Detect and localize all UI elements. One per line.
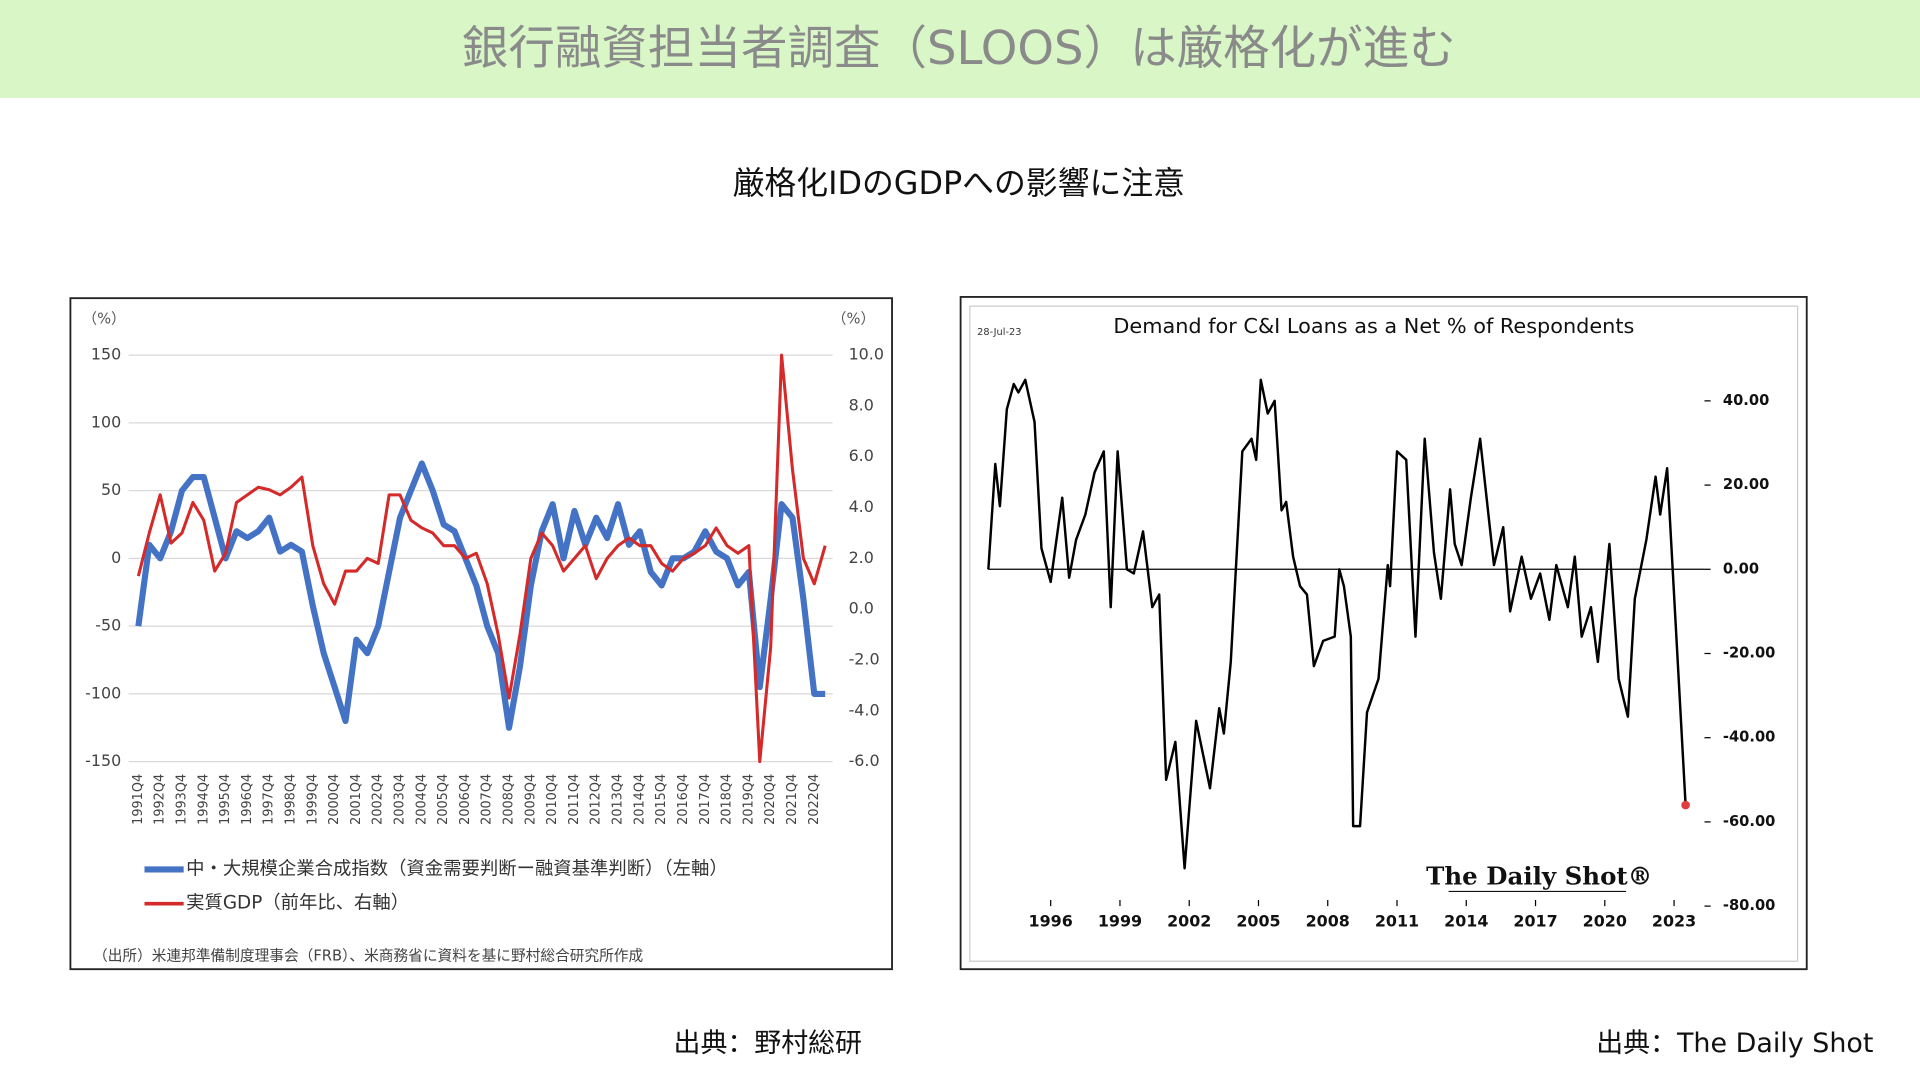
x-tick-label: 1995Q4: [218, 774, 233, 825]
y-tick-label: 50: [101, 480, 121, 499]
x-tick-label: 2011: [1375, 912, 1419, 931]
series-line: [987, 378, 1687, 870]
x-tick-label: 2011Q4: [567, 774, 582, 825]
x-tick-label: 2008: [1306, 912, 1350, 931]
source-left: 出典：野村総研: [674, 1028, 862, 1059]
x-tick-label: 2014Q4: [632, 774, 647, 825]
x-tick-label: 2019Q4: [741, 774, 756, 825]
x-tick-label: 2002Q4: [371, 774, 386, 825]
x-tick-label: 2010Q4: [545, 774, 560, 825]
y-tick-label: 0.00: [1723, 560, 1759, 577]
y-tick-label: -40.00: [1723, 729, 1776, 746]
x-tick-label: 1994Q4: [196, 774, 211, 825]
y2-axis-unit: （%）: [832, 311, 875, 328]
y2-tick-label: 10.0: [849, 345, 884, 364]
y2-tick-label: -6.0: [849, 751, 880, 770]
y-tick-label: 0: [111, 548, 121, 567]
x-tick-label: 1998Q4: [283, 774, 298, 825]
x-tick-label: 1999Q4: [305, 774, 320, 825]
x-tick-label: 2005Q4: [436, 774, 451, 825]
x-tick-label: 2004Q4: [414, 774, 429, 825]
y2-tick-label: 2.0: [849, 548, 874, 567]
x-tick-label: 2013Q4: [611, 774, 626, 825]
y-tick-label: 20.00: [1723, 476, 1769, 493]
x-tick-label: 2021Q4: [785, 774, 800, 825]
y-tick-label: -150: [85, 751, 121, 770]
x-tick-label: 2015Q4: [654, 774, 669, 825]
y-tick-label: 150: [91, 345, 121, 364]
x-tick-label: 1993Q4: [174, 774, 189, 825]
y2-tick-label: -2.0: [849, 650, 880, 669]
x-tick-label: 2017Q4: [698, 774, 713, 825]
x-tick-label: 2007Q4: [480, 774, 495, 825]
end-marker: [1681, 800, 1690, 810]
x-tick-label: 1996Q4: [240, 774, 255, 825]
x-tick-label: 2005: [1236, 912, 1280, 931]
x-tick-label: 2001Q4: [349, 774, 364, 825]
x-tick-label: 1992Q4: [153, 774, 168, 825]
x-tick-label: 2018Q4: [720, 774, 735, 825]
x-tick-label: 2002: [1167, 912, 1211, 931]
x-tick-label: 1991Q4: [131, 774, 146, 825]
x-tick-label: 2000Q4: [327, 774, 342, 825]
y-tick-label: -50: [95, 616, 121, 635]
chart-title: Demand for C&I Loans as a Net % of Respo…: [1113, 314, 1634, 338]
y-tick-label: 40.00: [1723, 392, 1769, 409]
legend-label: 実質GDP（前年比、右軸）: [186, 893, 409, 914]
right-frame: [959, 296, 1808, 971]
y-tick-label: -80.00: [1723, 897, 1776, 914]
source-note: （出所）米連邦準備制度理事会（FRB）、米商務省に資料を基に野村総合研究所作成: [93, 947, 643, 964]
series-line: [135, 460, 826, 731]
y2-tick-label: 0.0: [849, 599, 874, 618]
legend-label: 中・大規模企業合成指数（資金需要判断ー融資基準判断）（左軸）: [186, 858, 728, 879]
x-tick-label: 2023: [1652, 912, 1696, 931]
y2-tick-label: 4.0: [849, 497, 874, 516]
x-tick-label: 2017: [1513, 912, 1557, 931]
y2-tick-label: 8.0: [849, 395, 874, 414]
y2-tick-label: -4.0: [849, 700, 880, 719]
x-tick-label: 2012Q4: [589, 774, 604, 825]
x-tick-label: 2016Q4: [676, 774, 691, 825]
x-tick-label: 1996: [1029, 912, 1073, 931]
x-tick-label: 2003Q4: [393, 774, 408, 825]
y-axis-unit: （%）: [82, 311, 125, 328]
x-tick-label: 2006Q4: [458, 774, 473, 825]
x-tick-label: 2022Q4: [807, 774, 822, 825]
header-title: 銀行融資担当者調査（SLOOS）は厳格化が進む: [462, 21, 1456, 75]
logo: The Daily Shot®: [1426, 861, 1652, 890]
x-tick-label: 2009Q4: [523, 774, 538, 825]
y-tick-label: -100: [85, 683, 121, 702]
x-tick-label: 2014: [1444, 912, 1488, 931]
y-tick-label: -20.00: [1723, 645, 1776, 662]
series-line: [136, 353, 827, 764]
x-tick-label: 2008Q4: [502, 774, 517, 825]
y2-tick-label: 6.0: [849, 446, 874, 465]
y-tick-label: -60.00: [1723, 813, 1776, 830]
x-tick-label: 1997Q4: [262, 774, 277, 825]
source-right: 出典：The Daily Shot: [1596, 1028, 1873, 1059]
y-tick-label: 100: [91, 412, 121, 431]
x-tick-label: 2020: [1583, 912, 1627, 931]
right-inner-frame: [969, 305, 1799, 962]
header-band: [0, 0, 1920, 98]
x-tick-label: 2020Q4: [763, 774, 778, 825]
x-tick-label: 1999: [1098, 912, 1142, 931]
subtitle: 厳格化IDのGDPへの影響に注意: [733, 164, 1185, 202]
date-label: 28-Jul-23: [977, 327, 1021, 338]
